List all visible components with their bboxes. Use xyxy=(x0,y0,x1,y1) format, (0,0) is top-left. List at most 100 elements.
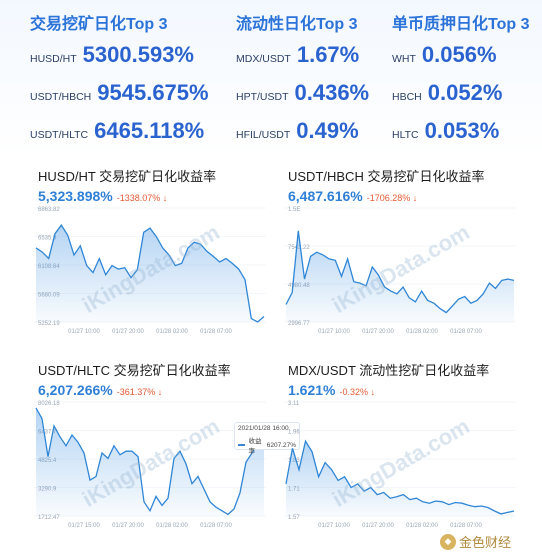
pair-label: MDX/USDT xyxy=(236,53,291,65)
chart-panel-mdx-usdt: MDX/USDT 流动性挖矿日化收益率 1.621% -0.32% ↓ 3.11 1… xyxy=(284,360,542,540)
current-rate: 6,487.616% xyxy=(288,188,363,204)
chart-current-value: 6,487.616% -1706.28% ↓ xyxy=(288,188,417,204)
column-single-staking: 单币质押日化Top 3 WHT 0.056% HBCH 0.052% HLTC 0.0… xyxy=(392,10,529,156)
y-tick-label: 6437.7 xyxy=(38,430,57,436)
y-tick-label: 1.57 xyxy=(288,515,300,521)
logo-icon: ◆ xyxy=(440,533,456,550)
chart-panel-usdt-hltc: USDT/HLTC 交易挖矿日化收益率 6,207.266% -361.37% ↓… xyxy=(34,360,300,540)
x-tick-label: 01/27 10:00 xyxy=(318,523,350,529)
series-area xyxy=(286,441,514,516)
brand-logo: ◆ 金色财经 xyxy=(440,532,511,551)
y-tick-label: 6863.82 xyxy=(38,207,60,213)
chart-title: MDX/USDT 流动性挖矿日化收益率 xyxy=(288,363,490,378)
chart-current-value: 6,207.266% -361.37% ↓ xyxy=(38,382,162,398)
series-line xyxy=(35,224,265,323)
rate-value: 9545.675% xyxy=(97,80,209,105)
column-title: 交易挖矿日化Top 3 xyxy=(30,16,168,33)
y-tick-label: 8026.18 xyxy=(38,401,60,407)
y-tick-label: 1712.47 xyxy=(38,515,60,521)
rate-value: 0.053% xyxy=(424,118,500,143)
chart-panel-husd-ht: HUSD/HT 交易挖矿日化收益率 5,323.898% -1338.07% ↓ … xyxy=(34,166,296,346)
list-item: USDT/HBCH 9545.675% xyxy=(30,80,209,118)
rate-change: -1338.07% ↓ xyxy=(116,193,168,203)
pair-label: USDT/HLTC xyxy=(30,129,89,141)
x-tick-label: 01/27 20:00 xyxy=(112,329,144,335)
rate-value: 0.052% xyxy=(427,80,503,105)
x-tick-label: 01/28 07:00 xyxy=(200,523,232,529)
list-item: HFIL/USDT 0.49% xyxy=(236,118,369,156)
y-tick-label: 2996.77 xyxy=(288,321,310,327)
chart-title: USDT/HBCH 交易挖矿日化收益率 xyxy=(288,169,485,184)
column-liquidity: 流动性日化Top 3 MDX/USDT 1.67% HPT/USDT 0.436% … xyxy=(236,10,369,156)
x-tick-label: 01/28 02:00 xyxy=(156,329,188,335)
pair-label: HFIL/USDT xyxy=(236,129,291,141)
series-line xyxy=(285,230,515,314)
rate-value: 0.49% xyxy=(296,118,359,143)
logo-text: 金色财经 xyxy=(459,535,512,550)
x-tick-label: 01/28 02:00 xyxy=(156,523,188,529)
series-area xyxy=(36,225,264,322)
series-area xyxy=(36,407,264,516)
y-tick-label: 3.11 xyxy=(288,401,300,407)
x-tick-label: 01/27 10:00 xyxy=(318,329,350,335)
x-tick-label: 01/27 10:00 xyxy=(68,329,100,335)
area-chart[interactable]: 6863.826535.96108.645680.095252.1901/27 … xyxy=(34,204,266,344)
y-tick-label: 1.5E xyxy=(288,207,300,213)
series-area xyxy=(286,230,514,322)
list-item: HPT/USDT 0.436% xyxy=(236,80,369,118)
column-title: 单币质押日化Top 3 xyxy=(392,16,530,33)
chart-tooltip: 2021/01/28 16:00 收益率 6207.27% xyxy=(234,422,300,455)
pair-label: USDT/HBCH xyxy=(30,91,92,103)
chart-panel-usdt-hbch: USDT/HBCH 交易挖矿日化收益率 6,487.616% -1706.28% … xyxy=(284,166,542,346)
x-tick-label: 01/27 15:00 xyxy=(68,523,100,529)
chart-current-value: 5,323.898% -1338.07% ↓ xyxy=(38,188,167,204)
rate-value: 6465.118% xyxy=(94,118,205,143)
pair-label: HBCH xyxy=(392,91,422,103)
y-tick-label: 5252.19 xyxy=(38,321,60,327)
tooltip-label: 收益率 xyxy=(248,438,262,455)
current-rate: 5,323.898% xyxy=(38,188,113,204)
rate-value: 0.436% xyxy=(294,80,370,105)
list-item: USDT/HLTC 6465.118% xyxy=(30,118,209,156)
chart-title: USDT/HLTC 交易挖矿日化收益率 xyxy=(38,363,231,378)
rate-value: 1.67% xyxy=(296,42,360,67)
list-item: WHT 0.056% xyxy=(392,42,529,80)
list-item: HLTC 0.053% xyxy=(392,118,529,156)
rate-change: -1706.28% ↓ xyxy=(366,193,418,203)
current-rate: 1.621% xyxy=(288,382,336,398)
pair-label: HLTC xyxy=(392,129,419,141)
pair-label: WHT xyxy=(392,53,416,65)
list-item: MDX/USDT 1.67% xyxy=(236,42,369,80)
column-trading-mining: 交易挖矿日化Top 3 HUSD/HT 5300.593% USDT/HBCH 95… xyxy=(30,10,209,156)
list-item: HUSD/HT 5300.593% xyxy=(30,42,209,80)
current-rate: 6,207.266% xyxy=(38,382,113,398)
y-tick-label: 6535.9 xyxy=(38,236,57,242)
pair-label: HUSD/HT xyxy=(30,53,77,65)
summary-band xyxy=(0,0,542,158)
x-tick-label: 01/27 20:00 xyxy=(362,523,394,529)
x-tick-label: 01/28 02:00 xyxy=(406,523,438,529)
series-swatch xyxy=(238,444,246,446)
rate-change: -0.32% ↓ xyxy=(339,387,376,397)
tooltip-row: 收益率 6207.27% xyxy=(238,435,296,455)
x-tick-label: 01/28 07:00 xyxy=(450,329,482,335)
series-line xyxy=(35,407,265,516)
x-tick-label: 01/28 07:00 xyxy=(450,523,482,529)
pair-label: HPT/USDT xyxy=(236,91,289,103)
tooltip-date: 2021/01/28 16:00 xyxy=(238,425,289,432)
rate-value: 0.056% xyxy=(421,42,497,67)
chart-current-value: 1.621% -0.32% ↓ xyxy=(288,382,375,398)
list-item: HBCH 0.052% xyxy=(392,80,529,118)
x-tick-label: 01/28 07:00 xyxy=(200,329,232,335)
rate-value: 5300.593% xyxy=(82,42,194,67)
column-title: 流动性日化Top 3 xyxy=(236,16,358,33)
rate-change: -361.37% ↓ xyxy=(116,387,163,397)
x-tick-label: 01/28 02:00 xyxy=(406,329,438,335)
x-tick-label: 01/27 20:00 xyxy=(112,523,144,529)
y-tick-label: 1.96 xyxy=(288,430,300,436)
tooltip-value: 6207.27% xyxy=(266,441,296,449)
chart-title: HUSD/HT 交易挖矿日化收益率 xyxy=(38,169,217,184)
